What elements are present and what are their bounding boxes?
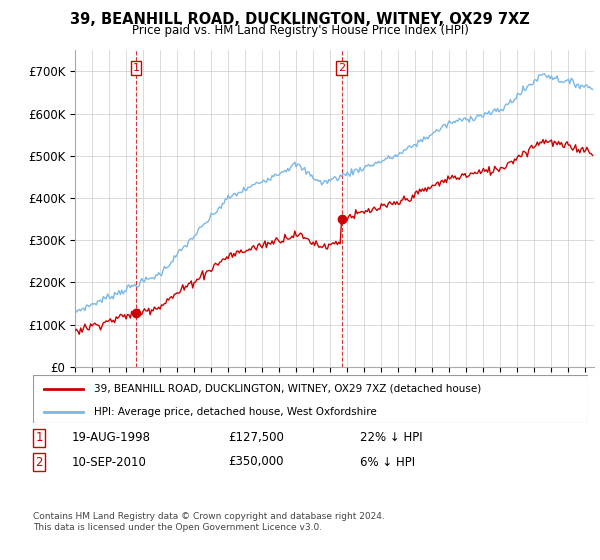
Text: 39, BEANHILL ROAD, DUCKLINGTON, WITNEY, OX29 7XZ (detached house): 39, BEANHILL ROAD, DUCKLINGTON, WITNEY, … bbox=[94, 384, 481, 394]
Text: Price paid vs. HM Land Registry's House Price Index (HPI): Price paid vs. HM Land Registry's House … bbox=[131, 24, 469, 36]
Text: 10-SEP-2010: 10-SEP-2010 bbox=[72, 455, 147, 469]
Text: 2: 2 bbox=[35, 455, 43, 469]
Text: HPI: Average price, detached house, West Oxfordshire: HPI: Average price, detached house, West… bbox=[94, 407, 377, 417]
Text: 22% ↓ HPI: 22% ↓ HPI bbox=[360, 431, 422, 445]
Text: £350,000: £350,000 bbox=[228, 455, 284, 469]
Text: 19-AUG-1998: 19-AUG-1998 bbox=[72, 431, 151, 445]
Text: £127,500: £127,500 bbox=[228, 431, 284, 445]
Text: 6% ↓ HPI: 6% ↓ HPI bbox=[360, 455, 415, 469]
Text: 1: 1 bbox=[35, 431, 43, 445]
Text: 39, BEANHILL ROAD, DUCKLINGTON, WITNEY, OX29 7XZ: 39, BEANHILL ROAD, DUCKLINGTON, WITNEY, … bbox=[70, 12, 530, 27]
Text: 1: 1 bbox=[133, 63, 139, 73]
Text: 2: 2 bbox=[338, 63, 345, 73]
Text: Contains HM Land Registry data © Crown copyright and database right 2024.
This d: Contains HM Land Registry data © Crown c… bbox=[33, 512, 385, 532]
